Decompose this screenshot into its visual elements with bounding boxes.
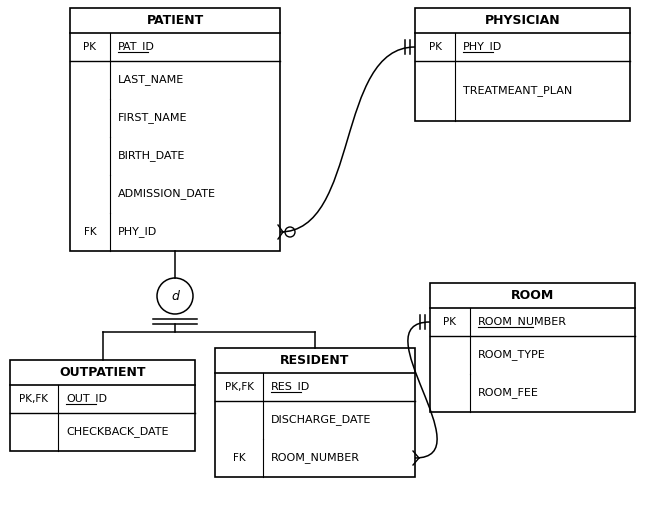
Text: d: d	[171, 290, 179, 303]
Text: FK: FK	[232, 453, 245, 463]
Text: PHY_ID: PHY_ID	[118, 226, 158, 238]
Text: PK: PK	[428, 42, 441, 52]
Text: PK: PK	[443, 317, 456, 327]
Text: ROOM_NUMBER: ROOM_NUMBER	[478, 316, 567, 328]
Text: PAT_ID: PAT_ID	[118, 41, 155, 53]
Bar	[415, 8, 630, 121]
Bar	[215, 348, 415, 477]
Text: DISCHARGE_DATE: DISCHARGE_DATE	[271, 414, 371, 426]
Bar	[70, 8, 280, 251]
Text: ROOM_NUMBER: ROOM_NUMBER	[271, 453, 360, 463]
Text: RES_ID: RES_ID	[271, 382, 311, 392]
Text: FK: FK	[84, 227, 96, 237]
Text: PATIENT: PATIENT	[146, 14, 204, 27]
Text: PK,FK: PK,FK	[20, 394, 49, 404]
Text: PK,FK: PK,FK	[225, 382, 253, 392]
Text: BIRTH_DATE: BIRTH_DATE	[118, 151, 186, 161]
Text: CHECKBACK_DATE: CHECKBACK_DATE	[66, 427, 169, 437]
Text: TREATMEANT_PLAN: TREATMEANT_PLAN	[463, 85, 572, 97]
Text: PHYSICIAN: PHYSICIAN	[485, 14, 561, 27]
Text: PK: PK	[83, 42, 96, 52]
Text: LAST_NAME: LAST_NAME	[118, 75, 184, 85]
Text: ROOM_TYPE: ROOM_TYPE	[478, 350, 546, 360]
Bar	[430, 283, 635, 412]
Text: ROOM_FEE: ROOM_FEE	[478, 387, 539, 399]
Text: FIRST_NAME: FIRST_NAME	[118, 112, 187, 124]
Text: OUTPATIENT: OUTPATIENT	[59, 366, 146, 379]
Text: ROOM: ROOM	[511, 289, 554, 302]
Bar	[10, 360, 195, 451]
Text: PHY_ID: PHY_ID	[463, 41, 503, 53]
Text: ADMISSION_DATE: ADMISSION_DATE	[118, 189, 216, 199]
Text: RESIDENT: RESIDENT	[281, 354, 350, 367]
Text: OUT_ID: OUT_ID	[66, 393, 107, 404]
